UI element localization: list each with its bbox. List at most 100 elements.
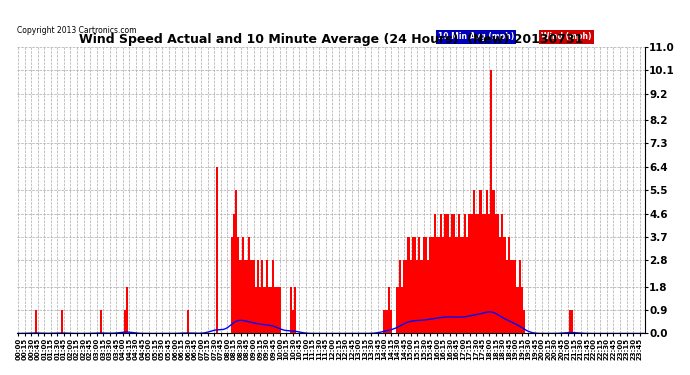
Bar — [569, 310, 571, 333]
Bar — [462, 237, 464, 333]
Bar — [277, 286, 279, 333]
Bar — [519, 261, 521, 333]
Bar — [241, 237, 244, 333]
Bar — [257, 261, 259, 333]
Bar — [255, 286, 257, 333]
Bar — [427, 261, 429, 333]
Bar — [100, 310, 102, 333]
Bar — [471, 214, 473, 333]
Bar — [215, 166, 217, 333]
Bar — [386, 310, 388, 333]
Bar — [473, 190, 475, 333]
Bar — [501, 214, 503, 333]
Text: Copyright 2013 Cartronics.com: Copyright 2013 Cartronics.com — [17, 26, 137, 35]
Text: Wind (mph): Wind (mph) — [542, 32, 592, 41]
Bar — [401, 286, 403, 333]
Bar — [493, 190, 495, 333]
Bar — [431, 237, 433, 333]
Bar — [491, 70, 493, 333]
Bar — [466, 237, 469, 333]
Bar — [451, 214, 453, 333]
Bar — [275, 286, 277, 333]
Bar — [272, 261, 275, 333]
Bar — [279, 286, 281, 333]
Bar — [264, 286, 266, 333]
Bar — [268, 286, 270, 333]
Bar — [294, 286, 296, 333]
Bar — [405, 261, 407, 333]
Bar — [453, 214, 455, 333]
Bar — [506, 261, 508, 333]
Bar — [420, 261, 423, 333]
Bar — [425, 237, 427, 333]
Bar — [486, 190, 488, 333]
Bar — [403, 261, 405, 333]
Bar — [262, 261, 264, 333]
Bar — [512, 261, 514, 333]
Bar — [266, 261, 268, 333]
Bar — [469, 214, 471, 333]
Bar — [440, 214, 442, 333]
Bar — [484, 214, 486, 333]
Bar — [290, 286, 292, 333]
Bar — [448, 237, 451, 333]
Bar — [455, 237, 457, 333]
Bar — [523, 310, 525, 333]
Bar — [510, 261, 512, 333]
Bar — [250, 261, 253, 333]
Bar — [433, 214, 436, 333]
Bar — [571, 310, 573, 333]
Bar — [410, 261, 412, 333]
Bar — [239, 261, 241, 333]
Bar — [259, 286, 262, 333]
Bar — [429, 237, 431, 333]
Bar — [399, 261, 401, 333]
Bar — [418, 237, 420, 333]
Bar — [61, 310, 63, 333]
Bar — [244, 261, 246, 333]
Bar — [423, 237, 425, 333]
Bar — [497, 214, 499, 333]
Bar — [248, 237, 250, 333]
Bar — [482, 214, 484, 333]
Bar — [495, 214, 497, 333]
Bar — [34, 310, 37, 333]
Bar — [235, 190, 237, 333]
Bar — [438, 237, 440, 333]
Bar — [270, 286, 272, 333]
Bar — [464, 214, 466, 333]
Bar — [416, 261, 418, 333]
Bar — [514, 261, 516, 333]
Bar — [126, 286, 128, 333]
Bar — [442, 237, 444, 333]
Bar — [503, 237, 506, 333]
Bar — [230, 237, 233, 333]
Bar — [499, 237, 501, 333]
Bar — [480, 190, 482, 333]
Bar — [237, 237, 239, 333]
Bar — [187, 310, 189, 333]
Bar — [390, 310, 392, 333]
Bar — [384, 310, 386, 333]
Bar — [521, 286, 523, 333]
Bar — [446, 214, 448, 333]
Bar — [475, 214, 477, 333]
Bar — [414, 237, 416, 333]
Bar — [397, 286, 399, 333]
Bar — [488, 214, 491, 333]
Bar — [233, 214, 235, 333]
Bar — [124, 310, 126, 333]
Bar — [436, 237, 438, 333]
Bar — [292, 310, 294, 333]
Bar — [412, 237, 414, 333]
Bar — [444, 214, 446, 333]
Bar — [407, 237, 410, 333]
Bar — [246, 261, 248, 333]
Text: 10 Min Avg (mph): 10 Min Avg (mph) — [438, 32, 514, 41]
Bar — [477, 214, 480, 333]
Title: Wind Speed Actual and 10 Minute Average (24 Hours)  (New) 20130731: Wind Speed Actual and 10 Minute Average … — [79, 33, 583, 46]
Bar — [388, 286, 390, 333]
Bar — [516, 286, 519, 333]
Bar — [508, 237, 510, 333]
Bar — [460, 237, 462, 333]
